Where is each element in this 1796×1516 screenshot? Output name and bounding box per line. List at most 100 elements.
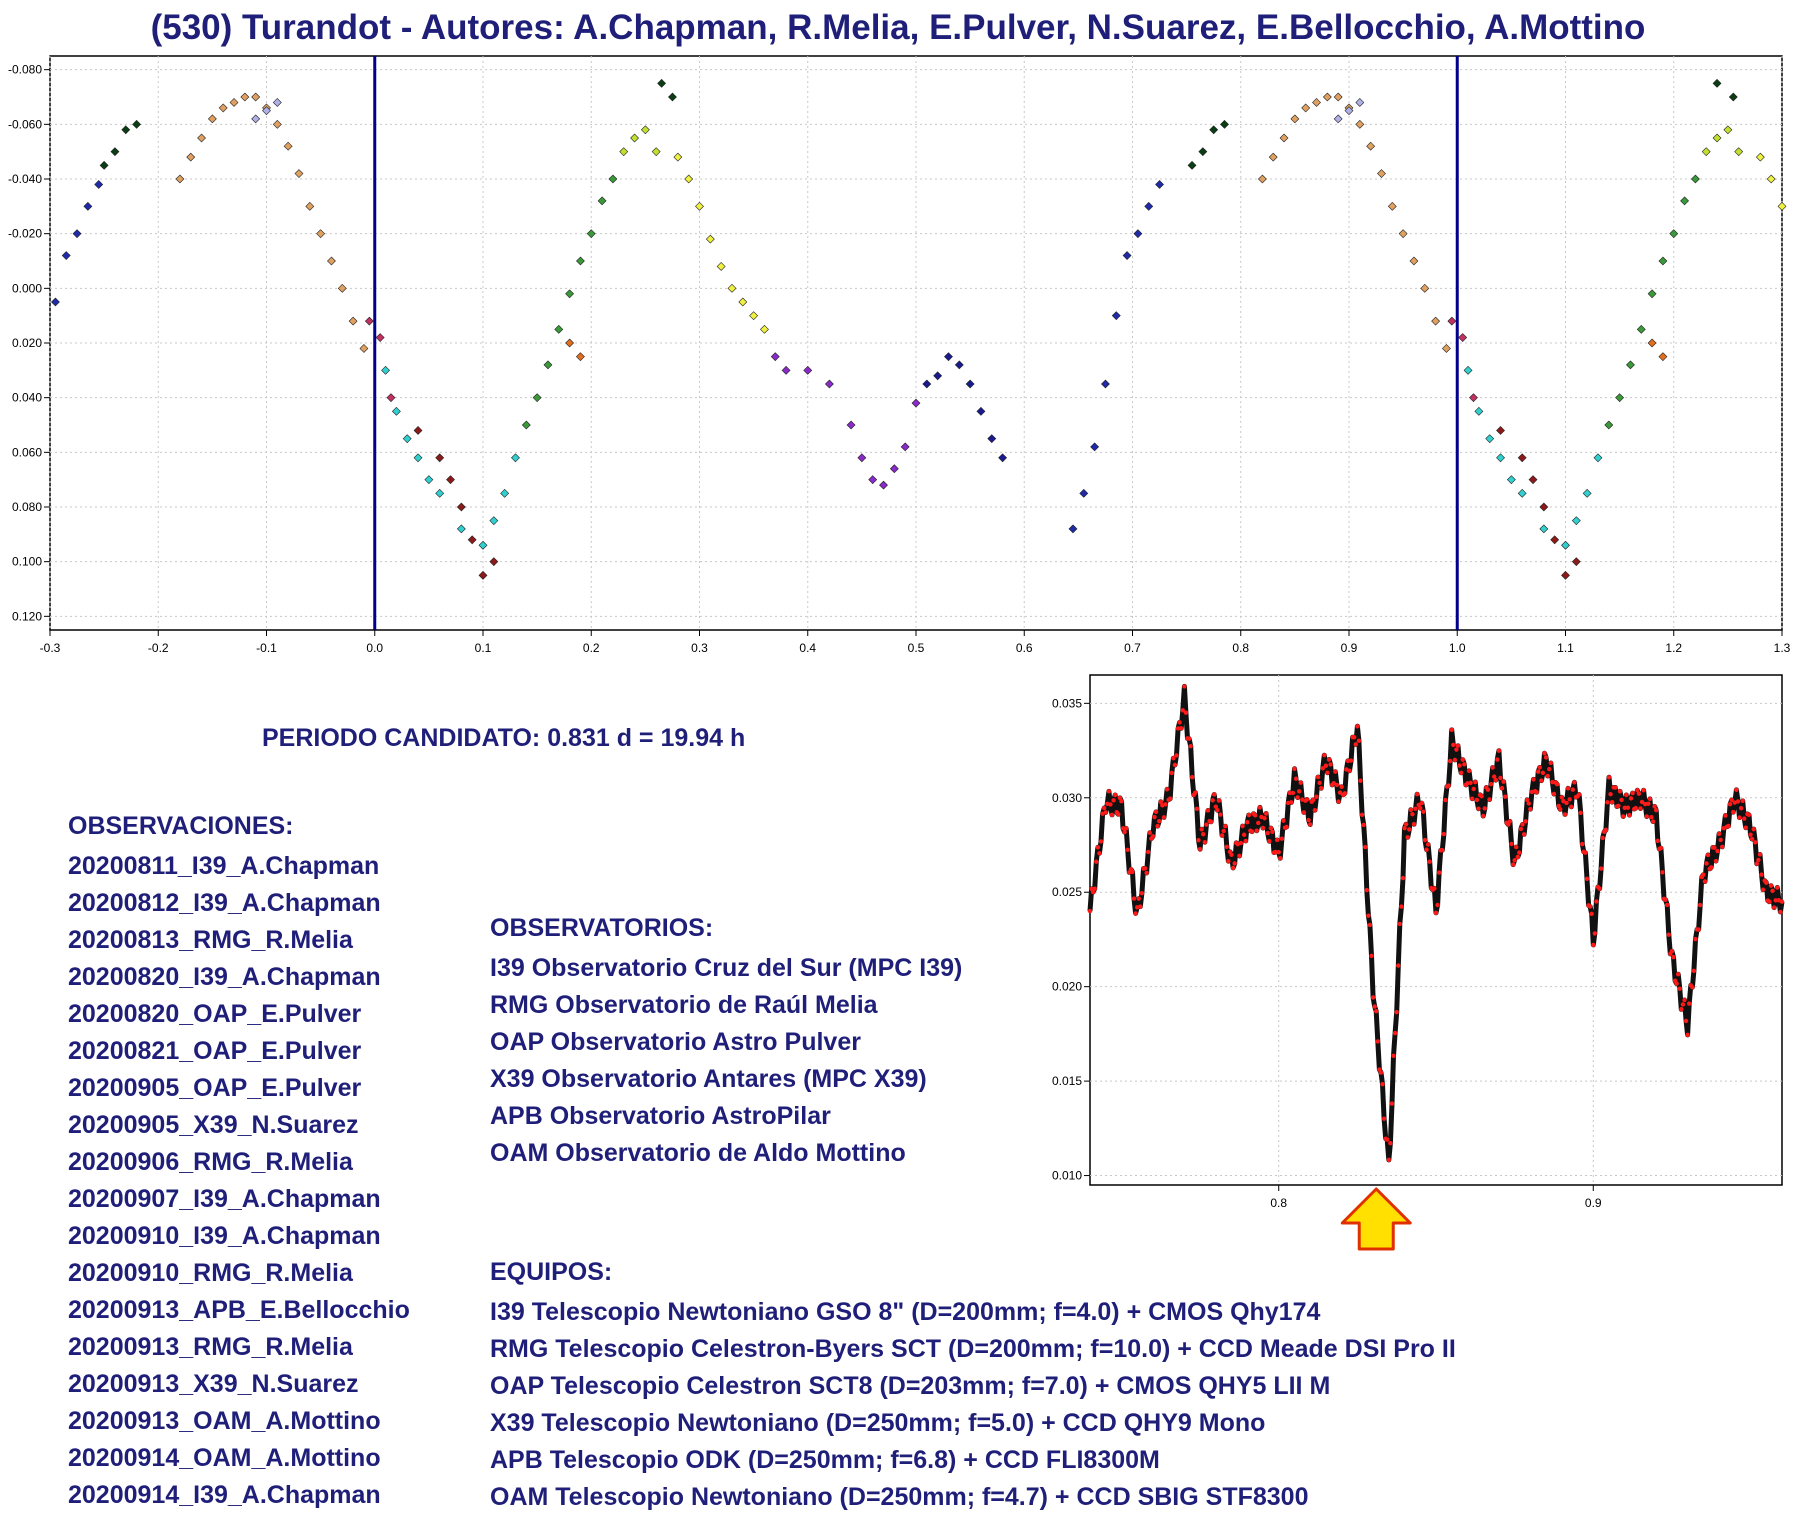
periodogram-point [1133,911,1138,916]
periodogram-point [1252,813,1258,818]
periodogram-point [1215,807,1220,813]
data-point [1658,256,1668,266]
periodogram-point [1202,839,1208,845]
periodogram-point [1729,797,1734,803]
data-point [1561,570,1570,580]
data-point [868,475,878,485]
data-point [1366,141,1376,151]
data-point [186,152,196,162]
periodogram-point [1278,855,1283,861]
periodogram-point [1633,805,1638,811]
data-point [50,297,60,307]
periodogram-point [1352,734,1357,740]
data-point [1355,98,1365,107]
data-point [467,535,477,545]
periodogram-point [1177,720,1182,725]
periodogram-point [1458,770,1464,776]
x-tick-label: 0.9 [1341,641,1358,655]
data-point [1506,475,1516,485]
periodogram-point [1778,909,1783,915]
periodogram-point [1515,854,1520,860]
periodogram-point [1197,847,1203,852]
data-point [1322,92,1332,102]
periodogram-point [1569,804,1574,810]
periodogram-point [1753,840,1758,845]
periodogram-point [1746,812,1752,818]
periodogram-point [1152,814,1157,820]
periodogram-point [1572,780,1577,785]
data-point [1550,535,1560,545]
periodogram-point [1155,823,1160,829]
periodogram-point [1145,849,1151,855]
periodogram-point [1433,910,1439,916]
x-tick-label: 0.7 [1124,641,1141,655]
data-point [283,141,293,151]
periodogram-point [1451,742,1456,748]
data-point [435,453,445,463]
x-tick-label: 1.1 [1557,641,1574,655]
periodogram-point [1510,862,1516,867]
periodogram-point [1641,788,1646,793]
observation-item: 20200905_OAP_E.Pulver [68,1074,362,1102]
periodogram-point [1226,859,1231,864]
data-point [630,133,639,143]
periodogram-point [1306,817,1311,823]
x-tick-label: 1.3 [1774,641,1791,655]
periodogram-point [1153,809,1159,815]
periodogram-point [1603,827,1609,833]
periodogram-point [1447,758,1453,764]
periodogram-point [1650,819,1656,824]
data-point [1755,152,1765,162]
periodogram-point [1751,826,1756,832]
data-point [1398,229,1408,239]
periodogram-point [1735,799,1741,804]
data-point [1312,98,1321,107]
periodogram-point [1171,755,1176,761]
periodogram-point [1355,724,1360,729]
periodogram-point [1691,968,1697,974]
x-tick-label: 0.1 [475,641,492,655]
periodogram-point [1138,904,1143,909]
periodogram-point [1347,768,1352,773]
data-point [72,229,82,239]
observaciones-heading: OBSERVACIONES: [68,812,294,840]
observation-item: 20200907_I39_A.Chapman [68,1185,381,1213]
periodogram-point [1685,1032,1690,1038]
periodogram-point [1108,802,1113,807]
periodogram-point [1496,748,1502,753]
x-tick-label: 1.0 [1449,641,1466,655]
periodogram-point [1473,779,1478,785]
y-tick-label: 0.060 [12,445,42,459]
periodogram-point [1119,799,1124,804]
periodogram-point [1469,796,1475,801]
plot-area [1089,674,1783,1186]
periodogram-point [1172,762,1178,768]
periodogram-point [1131,896,1137,901]
periodogram-point [1671,954,1676,960]
periodogram-point [1223,823,1228,829]
periodogram-point [1622,805,1627,811]
periodogram-point [1314,794,1319,799]
periodogram-point [1161,815,1167,820]
periodogram-point [1103,810,1108,815]
data-point [1333,114,1343,124]
periodogram-point [1301,810,1307,815]
periodogram-point [1748,832,1753,837]
periodogram-point [1701,872,1706,877]
data-point [272,98,282,107]
chart-title: (530) Turandot - Autores: A.Chapman, R.M… [150,8,1646,47]
data-point [1447,316,1457,326]
periodogram-point [1267,838,1272,844]
periodogram-point [1333,769,1338,774]
periodogram-point [1558,807,1563,812]
data-point [1068,524,1078,534]
periodogram-point [1446,783,1451,788]
data-point [1690,174,1700,184]
periodogram-point [1773,898,1778,903]
periodogram-point [1696,927,1701,932]
periodogram-point [1495,757,1500,762]
observatory-item: I39 Observatorio Cruz del Sur (MPC I39) [490,954,963,982]
periodogram-point [1260,825,1266,831]
periodogram-point [1620,814,1626,819]
periodogram-point [1605,800,1610,805]
